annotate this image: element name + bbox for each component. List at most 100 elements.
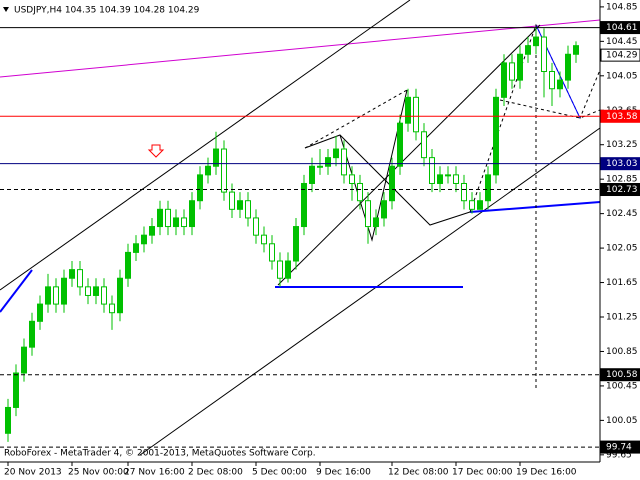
candle-body — [429, 157, 435, 184]
candle-body — [405, 96, 411, 124]
blue-line — [469, 201, 601, 213]
candle-body — [461, 182, 467, 202]
footer: RoboForex - MetaTrader 4, © 2001-2013, M… — [4, 449, 316, 459]
candle-body — [125, 251, 131, 279]
wave — [304, 89, 408, 149]
candle-body — [557, 79, 563, 90]
candle-body — [397, 122, 403, 167]
x-tick-label: 19 Dec 16:00 — [516, 468, 577, 478]
candle-body — [381, 200, 387, 219]
y-tick-label: 100.45 — [606, 381, 638, 391]
x-tick-label: 25 Nov 00:00 — [68, 468, 129, 478]
candle-body — [37, 303, 43, 322]
candle-body — [77, 269, 83, 288]
candle-body — [373, 217, 379, 228]
level-label-box — [600, 368, 640, 382]
trend-line — [0, 19, 601, 78]
candle-body — [61, 277, 67, 305]
candle-body — [309, 165, 315, 184]
x-tick-label: 2 Dec 08:00 — [188, 468, 243, 478]
candle-body — [197, 174, 203, 202]
candle-body — [13, 372, 19, 408]
level-label: 103.58 — [606, 112, 638, 122]
channel-line — [277, 24, 541, 286]
level-label: 99.74 — [606, 443, 632, 453]
candle-body — [341, 148, 347, 176]
y-tick-label: 101.25 — [606, 313, 638, 323]
candle-body — [501, 62, 507, 98]
y-tick-label: 101.65 — [606, 278, 638, 288]
candle-body — [469, 200, 475, 210]
candle-body — [221, 148, 227, 193]
candle-body — [117, 277, 123, 314]
level-label: 100.58 — [606, 370, 638, 380]
wave — [499, 99, 601, 119]
candle-body — [189, 200, 195, 228]
x-tick-label: 12 Dec 08:00 — [388, 468, 449, 478]
candle-body — [301, 182, 307, 228]
candle-body — [5, 406, 11, 434]
candle-body — [541, 36, 547, 72]
candle-body — [517, 53, 523, 81]
candle-body — [109, 303, 115, 314]
candle-body — [133, 243, 139, 253]
wave — [339, 89, 408, 242]
candle-body — [53, 286, 59, 305]
x-tick-label: 20 Nov 2013 — [4, 468, 62, 478]
y-tick-label: 100.85 — [606, 347, 638, 357]
y-tick-label: 104.85 — [606, 2, 638, 12]
candle-body — [413, 96, 419, 133]
level-label-box — [600, 48, 640, 62]
x-tick-label: 5 Dec 00:00 — [252, 468, 307, 478]
candle-body — [317, 165, 323, 168]
candle-body — [285, 260, 291, 279]
candle-body — [445, 174, 451, 177]
candle-body — [245, 200, 251, 219]
candle-body — [141, 234, 147, 245]
arrow-icon — [147, 144, 165, 158]
wave — [304, 134, 471, 226]
candle-body — [269, 243, 275, 262]
candle-body — [485, 174, 491, 202]
candle-body — [493, 96, 499, 176]
candle-body — [205, 165, 211, 176]
candle-body — [477, 200, 483, 210]
level-label-box — [600, 157, 640, 171]
x-tick-label: 27 Nov 16:00 — [124, 468, 185, 478]
plot — [5, 26, 579, 442]
candle-body — [573, 45, 579, 55]
candle-body — [173, 217, 179, 228]
blue-line — [0, 269, 33, 313]
title-icon — [3, 7, 9, 12]
level-label: 103.03 — [606, 159, 638, 169]
candle-body — [229, 191, 235, 210]
channel-line — [0, 0, 411, 291]
y-tick-label: 102.45 — [606, 209, 638, 219]
candle-body — [213, 148, 219, 167]
y-tick-label: 102.05 — [606, 244, 638, 254]
y-tick-label: 102.85 — [606, 175, 638, 185]
level-label: 102.73 — [606, 185, 638, 195]
candle-body — [533, 36, 539, 47]
candle-body — [525, 45, 531, 55]
candle-body — [261, 234, 267, 245]
y-tick-label: 104.05 — [606, 71, 638, 81]
candle-body — [509, 62, 515, 81]
candle-body — [389, 165, 395, 202]
candle-body — [453, 174, 459, 184]
candle-body — [421, 131, 427, 159]
drawings — [0, 0, 601, 456]
candle-body — [333, 148, 339, 159]
candle-body — [101, 286, 107, 305]
candle-body — [277, 260, 283, 279]
candle-body — [549, 70, 555, 90]
y-tick-label: 104.45 — [606, 37, 638, 47]
y-tick-label: 99.65 — [606, 450, 632, 460]
level-label: 104.29 — [606, 51, 638, 61]
candle-body — [93, 286, 99, 296]
candle-body — [237, 200, 243, 210]
candle-body — [325, 157, 331, 167]
candle-body — [365, 200, 371, 228]
y-tick-label: 103.25 — [606, 140, 638, 150]
